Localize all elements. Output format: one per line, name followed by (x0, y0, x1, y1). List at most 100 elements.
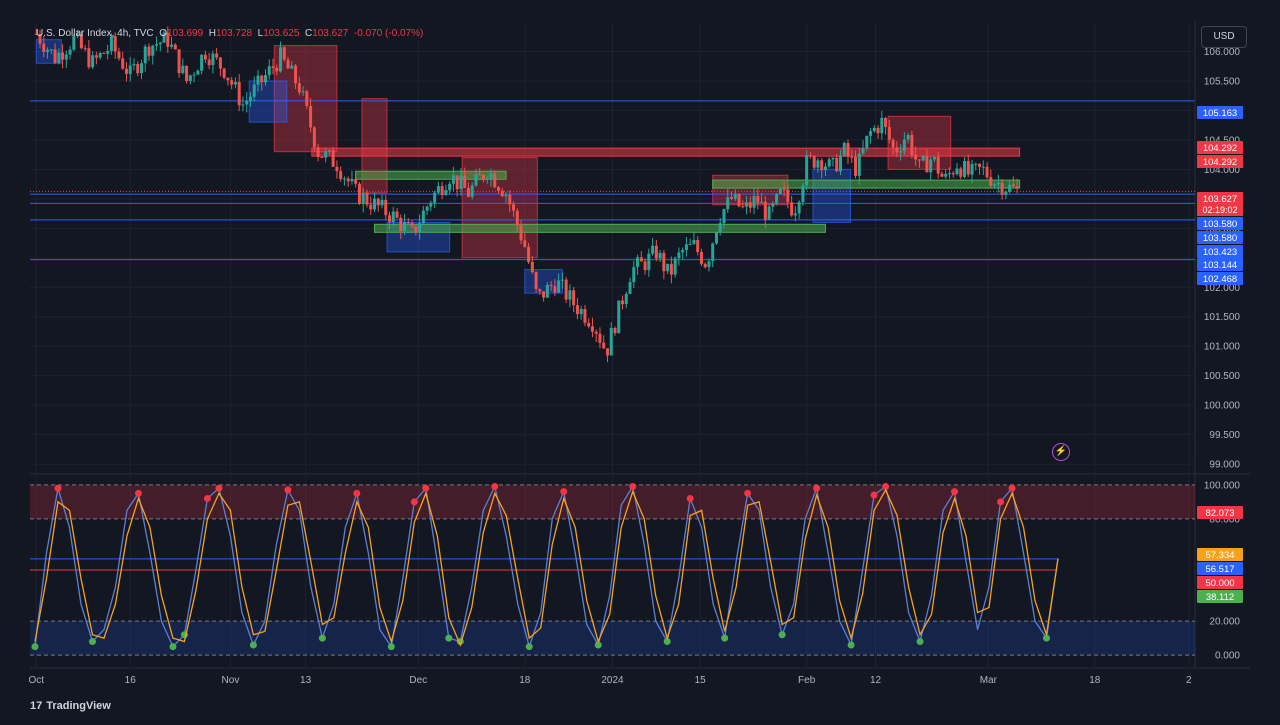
oscillator-value-box (1197, 548, 1243, 561)
oscillator-tick-label: 20.000 (1209, 617, 1240, 628)
candle-body (899, 151, 903, 153)
candle-body (801, 185, 805, 203)
candle-body (410, 223, 414, 227)
oscillator-value-label: 56.517 (1197, 562, 1243, 575)
level-band (311, 147, 1021, 157)
candle-body (1008, 184, 1012, 192)
candle-body (271, 66, 275, 68)
candle-body (861, 148, 865, 154)
candle-body (354, 179, 358, 184)
candle-body (79, 34, 83, 49)
candle-body (564, 279, 568, 300)
candle-body (718, 223, 722, 233)
price-level-label: 103.580 (1197, 217, 1243, 230)
d-line (34, 488, 1059, 647)
candle-body (399, 217, 403, 231)
candle-body (808, 155, 812, 157)
lightning-icon[interactable]: ⚡ (1052, 443, 1070, 461)
candle-body (376, 198, 380, 206)
candle-body (951, 173, 955, 175)
candle-body (944, 173, 948, 177)
candle-body (632, 267, 636, 283)
candle-body (981, 166, 985, 168)
candle-body (128, 65, 132, 74)
candle-body (91, 55, 95, 68)
candle-body (331, 150, 335, 167)
candle-body (929, 159, 933, 173)
level-band (712, 179, 1021, 189)
candle-body (342, 178, 346, 180)
candle-body (305, 91, 309, 106)
candle-body (910, 135, 914, 155)
candle-body (963, 161, 967, 177)
candle-body (880, 117, 884, 134)
candle-body (282, 47, 286, 60)
price-level-value: 103.423 (1203, 247, 1237, 258)
candle-body (117, 51, 121, 59)
candle-body (748, 202, 752, 208)
candle-body (391, 211, 395, 222)
candle-body (613, 327, 617, 334)
tradingview-logo[interactable]: 17 TradingView (30, 700, 111, 712)
candle-body (61, 52, 65, 60)
candle-body (816, 160, 820, 168)
candle-body (707, 261, 711, 268)
time-tick-label: Mar (980, 675, 998, 686)
candle-body (673, 258, 677, 275)
candle-body (527, 246, 531, 262)
candle-body (831, 157, 835, 160)
candle-body (64, 54, 68, 60)
candle-body (76, 34, 80, 37)
candle-body (1004, 191, 1008, 195)
time-tick-label: Feb (798, 675, 816, 686)
candle-body (624, 293, 628, 305)
currency-button[interactable]: USD (1201, 26, 1247, 48)
overbought-signal-dot (744, 489, 752, 497)
overbought-signal-dot (629, 483, 637, 491)
candle-body (203, 54, 207, 60)
candle-body (865, 135, 869, 149)
candle-body (737, 193, 741, 207)
candle-body (121, 58, 125, 69)
oscillator-value-label: 38.112 (1197, 590, 1243, 603)
oscillator-value: 56.517 (1205, 564, 1234, 575)
candle-body (696, 240, 700, 252)
price-level-value: 103.144 (1203, 260, 1237, 271)
price-level-label: 104.292 (1197, 141, 1243, 154)
time-tick-label: 18 (1089, 675, 1101, 686)
oversold-signal-dot (916, 638, 924, 646)
candle-body (170, 44, 174, 47)
oversold-signal-dot (778, 631, 786, 639)
candle-body (279, 47, 283, 72)
candle-body (83, 48, 87, 50)
price-level-value: 103.580 (1203, 233, 1237, 244)
candle-body (538, 289, 542, 292)
candle-body (823, 166, 827, 171)
price-tick-label: 104.500 (1204, 135, 1241, 146)
candle-body (87, 48, 91, 68)
oscillator-value: 38.112 (1206, 592, 1234, 603)
candle-body (241, 104, 245, 106)
candle-body (775, 193, 779, 204)
candle-body (320, 156, 324, 158)
candle-body (711, 243, 715, 262)
price-tick-label: 99.500 (1209, 430, 1240, 441)
time-tick-label: 12 (870, 675, 882, 686)
close-label: C (304, 28, 313, 39)
low-label: L (257, 28, 264, 39)
candle-body (237, 82, 241, 106)
time-tick-label: 2 (1186, 675, 1192, 686)
candle-body (286, 59, 290, 69)
candle-body (260, 75, 264, 83)
candle-body (790, 202, 794, 216)
candle-body (722, 209, 726, 224)
candle-body (542, 291, 546, 298)
candle-body (388, 215, 392, 222)
candle-body (917, 159, 921, 161)
candle-body (463, 175, 467, 188)
candle-body (448, 183, 452, 191)
candle-body (692, 240, 696, 244)
candle-body (181, 65, 185, 74)
candle-body (756, 196, 760, 203)
